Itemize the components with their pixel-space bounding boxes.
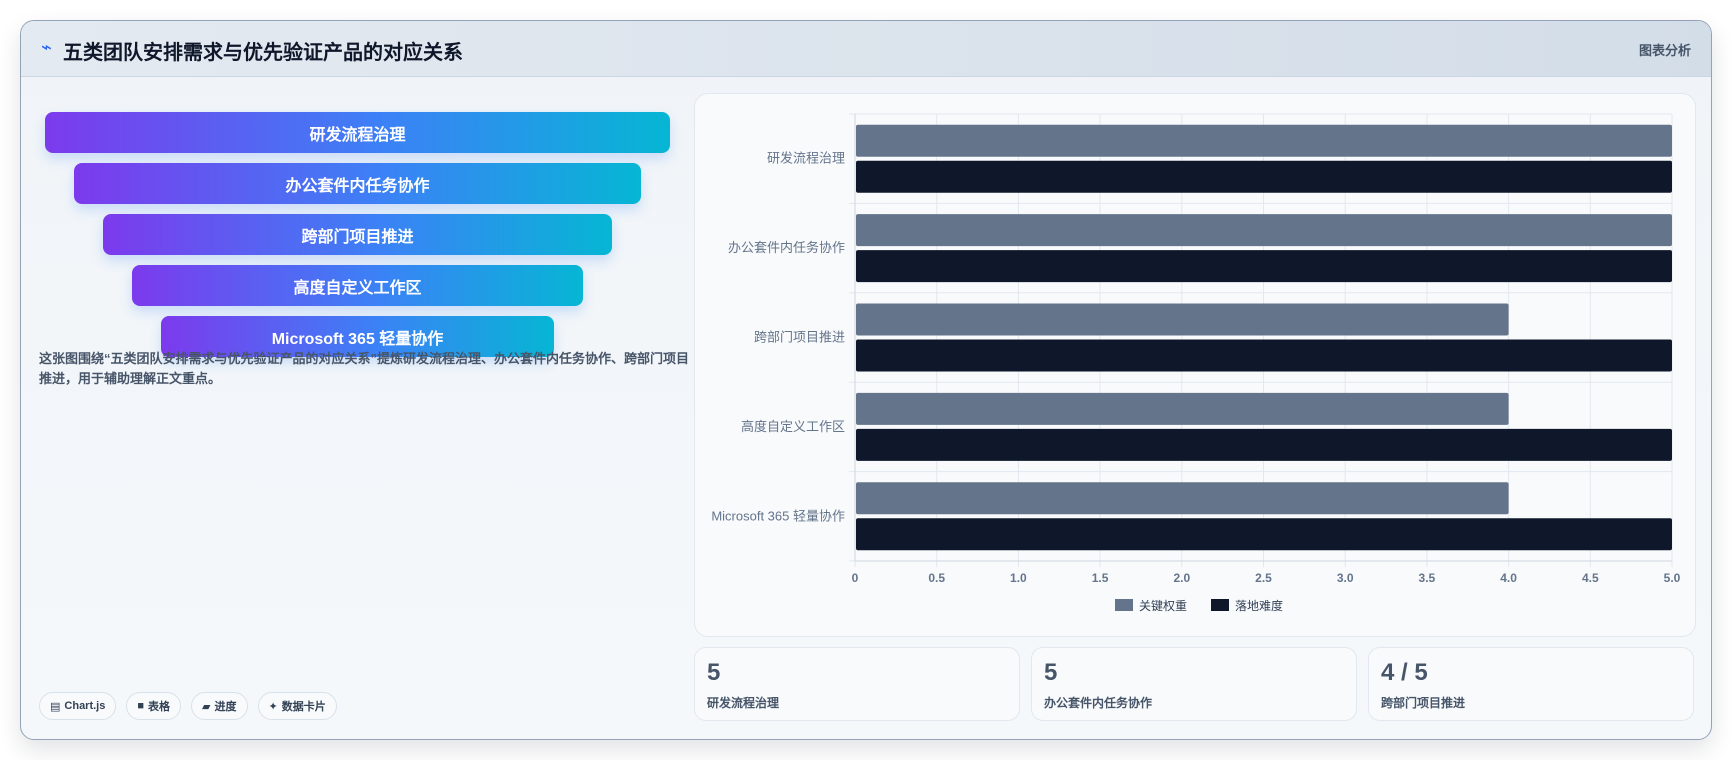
bar [856, 428, 1672, 461]
chart-line-icon: ⌁ [41, 37, 52, 57]
tag-data-card[interactable]: ✦ 数据卡片 [257, 692, 337, 720]
y-tick-label: 办公套件内任务协作 [728, 240, 845, 255]
x-tick-label: 4.0 [1500, 571, 1517, 585]
legend-swatch [1211, 599, 1229, 611]
tag-chartjs[interactable]: ▤ Chart.js [39, 692, 117, 720]
x-tick-label: 4.5 [1582, 571, 1599, 585]
x-tick-label: 0.5 [928, 571, 945, 585]
funnel-stage: 高度自定义工作区 [132, 265, 583, 306]
tag-list: ▤ Chart.js ■ 表格 ▰ 进度 ✦ 数据卡片 [39, 692, 337, 720]
stat-value: 5 [707, 659, 721, 686]
chart-panel: 0 0.5 1.0 1.5 2.0 2.5 3.0 3.5 4.0 4.5 5.0 研发流程治理办公套… [694, 93, 1696, 637]
progress-icon: ▰ [202, 700, 211, 713]
stat-label: 研发流程治理 [707, 696, 780, 710]
legend-label: 关键权重 [1139, 599, 1187, 613]
bar [856, 482, 1509, 515]
funnel-stage: 研发流程治理 [45, 112, 670, 153]
chart-analysis-button[interactable]: 图表分析 [1638, 43, 1691, 58]
y-tick-label: 高度自定义工作区 [741, 419, 845, 434]
stat-value: 5 [1044, 659, 1058, 686]
tag-label: 数据卡片 [281, 701, 326, 713]
chart-icon: ▤ [50, 700, 61, 713]
stat-value: 4 / 5 [1381, 659, 1428, 686]
tag-label: Chart.js [64, 700, 106, 712]
card-header: ⌁ 五类团队安排需求与优先验证产品的对应关系 图表分析 [21, 21, 1711, 77]
bar [856, 160, 1672, 193]
bar [856, 250, 1672, 283]
x-tick-label: 2.5 [1255, 571, 1272, 585]
bar [856, 303, 1509, 336]
tag-table[interactable]: ■ 表格 [126, 692, 182, 720]
funnel-stage: Microsoft 365 轻量协作 [161, 316, 554, 357]
funnel: 研发流程治理 办公套件内任务协作 跨部门项目推进 高度自定义工作区 Micros… [21, 91, 701, 357]
stat-card: 5 研发流程治理 [694, 647, 1020, 721]
y-tick-label: Microsoft 365 轻量协作 [711, 508, 845, 523]
data-card-icon: ✦ [268, 700, 278, 713]
legend-swatch [1115, 599, 1133, 611]
bar [856, 339, 1672, 372]
tag-label: 进度 [214, 701, 237, 713]
stat-card: 4 / 5 跨部门项目推进 [1368, 647, 1694, 721]
bar-chart: 0 0.5 1.0 1.5 2.0 2.5 3.0 3.5 4.0 4.5 5.0 研发流程治理办公套… [711, 113, 1681, 613]
chart-description: 这张图围绕“五类团队安排需求与优先验证产品的对应关系”提炼研发流程治理、办公套件… [39, 351, 690, 386]
funnel-stage: 办公套件内任务协作 [74, 163, 641, 204]
x-tick-label: 5.0 [1664, 571, 1681, 585]
x-tick-label: 0 [852, 571, 859, 585]
stat-card: 5 办公套件内任务协作 [1031, 647, 1357, 721]
stat-label: 跨部门项目推进 [1381, 696, 1466, 710]
x-tick-label: 3.5 [1419, 571, 1436, 585]
page-title: 五类团队安排需求与优先验证产品的对应关系 [63, 42, 463, 64]
y-tick-label: 研发流程治理 [767, 151, 845, 166]
tag-label: 表格 [148, 701, 171, 713]
stat-label: 办公套件内任务协作 [1044, 696, 1153, 710]
x-tick-label: 1.0 [1010, 571, 1027, 585]
bar [856, 124, 1672, 157]
chart-card: ⌁ 五类团队安排需求与优先验证产品的对应关系 图表分析 研发流程治理 办公套件内… [20, 20, 1712, 740]
table-icon: ■ [137, 700, 145, 712]
funnel-stage: 跨部门项目推进 [103, 214, 612, 255]
x-tick-label: 1.5 [1092, 571, 1109, 585]
bar [856, 518, 1672, 551]
bar [856, 392, 1509, 425]
x-tick-label: 3.0 [1337, 571, 1354, 585]
tag-progress[interactable]: ▰ 进度 [191, 692, 248, 720]
bar [856, 214, 1672, 247]
legend-label: 落地难度 [1235, 598, 1283, 613]
x-tick-label: 2.0 [1173, 571, 1190, 585]
y-tick-label: 跨部门项目推进 [754, 330, 845, 345]
